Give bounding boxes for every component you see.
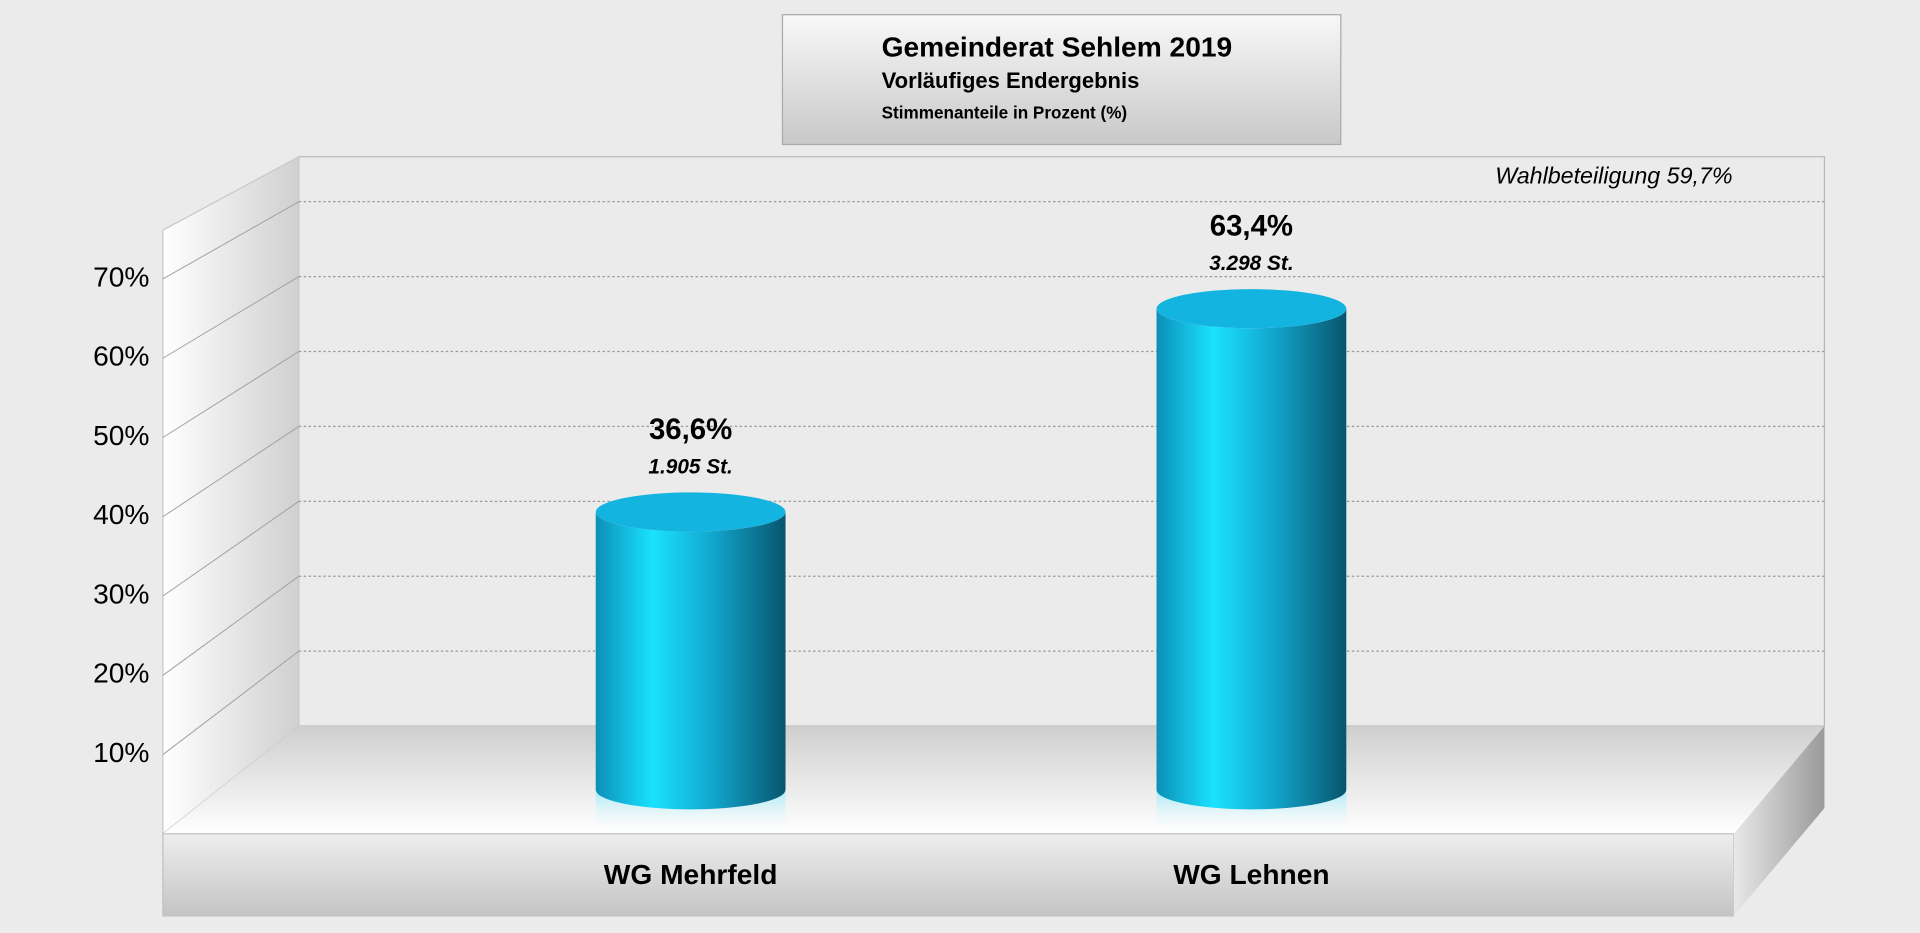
chart-title: Gemeinderat Sehlem 2019 (882, 31, 1233, 62)
y-tick-label: 70% (93, 261, 149, 292)
y-tick-label: 30% (93, 578, 149, 609)
vote-label: 1.905 St. (648, 455, 732, 478)
y-tick-label: 10% (93, 737, 149, 768)
side-grid-line (162, 426, 300, 518)
value-label: 63,4% (1210, 210, 1293, 243)
y-tick-label: 50% (93, 420, 149, 451)
side-grid-line (162, 575, 300, 676)
side-grid-line (162, 201, 300, 280)
bar (1156, 308, 1347, 810)
y-tick-label: 20% (93, 658, 149, 689)
annotation: Wahlbeteiligung 59,7% (1495, 163, 1732, 189)
chart-subtitle: Vorläufiges Endergebnis (882, 68, 1140, 93)
side-grid-line (162, 650, 300, 755)
back-wall (298, 156, 1826, 727)
plot: 10% 20% 30% 40% 50% 60% 70% 36,6% 1.905 St. WG Me… (93, 201, 1825, 890)
bar-top (1156, 289, 1347, 329)
bar (595, 512, 786, 810)
x-tick-label: WG Lehnen (1173, 859, 1329, 890)
title-box (781, 14, 1342, 146)
value-label: 36,6% (649, 413, 732, 446)
side-grid-line (162, 500, 300, 597)
y-tick-label: 40% (93, 499, 149, 530)
base-side (1733, 726, 1825, 916)
side-wall (162, 155, 300, 836)
x-tick-label: WG Mehrfeld (604, 859, 778, 890)
base (162, 833, 1735, 917)
vote-label: 3.298 St. (1209, 252, 1293, 275)
floor (162, 726, 1825, 834)
y-tick-label: 60% (93, 341, 149, 372)
chart-caption: Stimmenanteile in Prozent (%) (882, 102, 1128, 122)
side-grid-line (162, 276, 300, 359)
bar-top (595, 492, 786, 532)
side-grid-line (162, 351, 300, 438)
